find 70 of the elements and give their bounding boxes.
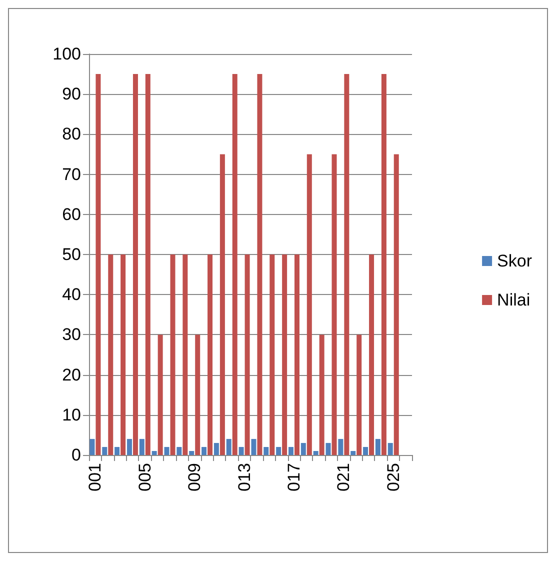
bar: [338, 438, 344, 455]
bar: [102, 446, 108, 455]
y-tick-label: 10: [62, 405, 81, 424]
bar: [251, 438, 256, 455]
bar: [232, 74, 238, 455]
bar: [319, 334, 324, 455]
y-tick-label: 80: [62, 124, 81, 144]
legend-label: Nilai: [497, 290, 530, 310]
x-tick-label: 009: [185, 463, 204, 492]
bar: [356, 334, 362, 455]
bar: [363, 446, 368, 455]
bar: [182, 254, 188, 455]
bar: [170, 254, 176, 455]
bar: [332, 154, 337, 455]
bar: [158, 334, 163, 455]
y-tick-label: 0: [72, 446, 81, 464]
bar: [208, 254, 213, 455]
y-tick-label: 60: [62, 204, 81, 224]
bar: [126, 438, 132, 455]
bar: [189, 450, 194, 455]
bar: [114, 446, 120, 455]
bar: [152, 450, 157, 455]
bar: [264, 446, 269, 455]
bar: [288, 446, 294, 455]
bar: [164, 446, 170, 455]
bar: [226, 438, 232, 455]
bar: [344, 74, 350, 455]
bar: [300, 442, 306, 455]
x-tick-label: 017: [284, 463, 304, 492]
x-tick-label: 025: [384, 463, 403, 492]
bar: [132, 74, 138, 455]
bar: [257, 74, 262, 455]
bar: [350, 450, 356, 455]
bar: [108, 254, 114, 455]
x-tick-label: 021: [334, 463, 354, 492]
bar: [120, 254, 126, 455]
bar: [313, 450, 318, 455]
y-tick-label: 50: [62, 245, 81, 264]
y-tick-label: 70: [62, 164, 81, 184]
bar: [375, 438, 380, 455]
bar: [294, 254, 300, 455]
bar: [214, 442, 219, 455]
y-tick-label: 30: [62, 325, 81, 344]
bar: [145, 74, 150, 455]
bar: [388, 442, 393, 455]
x-tick-label: 005: [135, 463, 154, 492]
y-tick-label: 100: [52, 44, 81, 64]
bar: [202, 446, 207, 455]
y-tick-label: 40: [62, 285, 81, 304]
legend-label: Skor: [497, 252, 532, 270]
bar: [381, 74, 386, 455]
y-tick-label: 20: [62, 365, 81, 384]
bar: [306, 154, 312, 455]
bar: [369, 254, 374, 455]
x-tick-label: 001: [86, 463, 105, 492]
bar: [394, 154, 399, 455]
x-tick-label: 013: [234, 463, 254, 492]
bar: [220, 154, 225, 455]
bar: [270, 254, 275, 455]
bar: [282, 254, 288, 455]
bar: [139, 438, 144, 455]
bar: [195, 334, 200, 455]
y-tick-label: 90: [62, 84, 81, 104]
bar: [90, 438, 95, 455]
bar: [244, 254, 250, 455]
bar: [238, 446, 244, 455]
bar: [96, 74, 101, 455]
bar: [276, 446, 282, 455]
bar: [176, 446, 182, 455]
bar: [326, 442, 331, 455]
